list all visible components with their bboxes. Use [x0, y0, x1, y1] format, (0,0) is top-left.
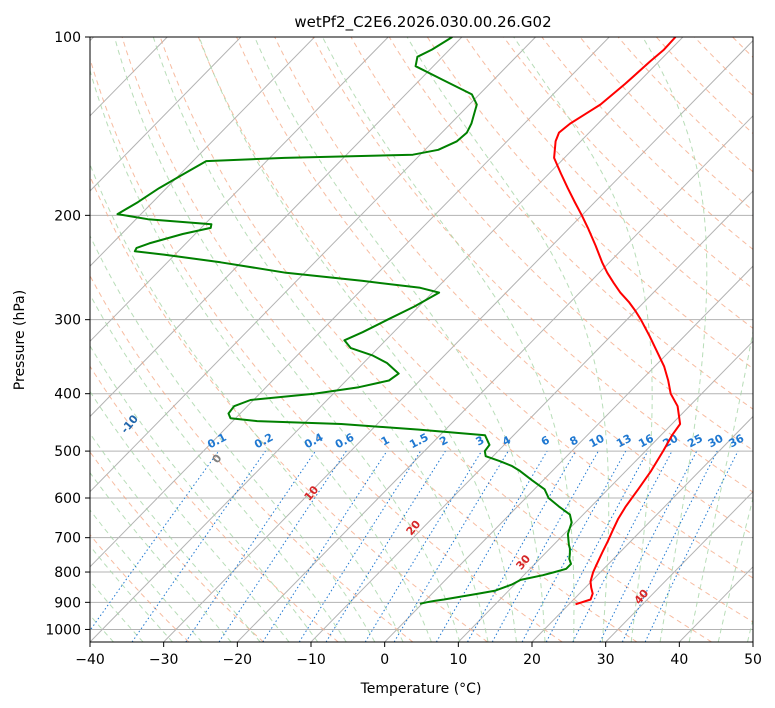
- isotherm-line: [90, 37, 242, 192]
- y-tick-label: 700: [54, 531, 81, 547]
- dewpoint-profile-line: [116, 37, 573, 605]
- isotherms: [90, 37, 753, 642]
- x-tick-label: 40: [670, 652, 688, 668]
- mixing-ratio-line: [599, 450, 698, 642]
- mixing-ratio-line: [521, 450, 627, 642]
- dry-adiabat-line: [90, 365, 339, 642]
- moist-adiabat-line: [114, 37, 461, 642]
- dry-adiabat-line: [90, 57, 563, 642]
- y-tick-label: 900: [54, 595, 81, 611]
- mixing-ratio-line: [467, 450, 577, 642]
- mixing-ratio-label: 10: [587, 432, 607, 451]
- dry-adiabats: [90, 37, 753, 642]
- x-tick-label: 10: [449, 652, 467, 668]
- plot-area: 0.10.20.40.611.52346810131620253036-100-…: [90, 37, 753, 642]
- moist-adiabat-line: [90, 471, 232, 642]
- isotherm-line: [90, 37, 536, 493]
- isotherm-line: [457, 340, 753, 642]
- x-tick-label: 0: [380, 652, 389, 668]
- x-tick-label: −20: [223, 652, 253, 668]
- plot-frame: [89, 36, 754, 643]
- y-tick-label: 600: [54, 491, 81, 507]
- mixing-ratio-line: [218, 450, 347, 642]
- mixing-ratio-label: 16: [636, 432, 656, 451]
- moist-adiabat-line: [90, 509, 203, 642]
- isotherm-line: [531, 415, 753, 642]
- y-tick-label: 500: [54, 444, 81, 460]
- x-tick-label: −10: [296, 652, 326, 668]
- mixing-ratio-line: [545, 450, 649, 642]
- mixing-ratio-line: [90, 450, 220, 632]
- mixing-ratio-label: 13: [614, 432, 634, 451]
- moist-adiabat-line: [152, 37, 489, 642]
- mixing-ratio-line: [131, 450, 266, 642]
- moist-adiabat-line: [322, 37, 575, 642]
- mixing-ratio-label: 30: [706, 432, 726, 451]
- dry-adiabat-line: [426, 37, 753, 370]
- mixing-ratio-line: [298, 450, 422, 642]
- y-tick-label: 100: [54, 30, 81, 46]
- temperature-profile-line: [553, 37, 682, 606]
- x-tick-label: 30: [597, 652, 615, 668]
- isotherm-line: [236, 115, 753, 642]
- moist-adiabat-line: [90, 545, 173, 642]
- moist-adiabat-line: [642, 37, 708, 642]
- mixing-ratio-lines: [90, 450, 739, 642]
- x-tick-label: 20: [523, 652, 541, 668]
- moist-adiabat-line: [90, 234, 376, 642]
- mixing-ratio-line: [621, 450, 718, 642]
- mixing-ratio-line: [185, 450, 316, 642]
- isotherm-line: [90, 37, 315, 267]
- moist-adiabat-line: [90, 163, 404, 642]
- mixing-ratio-line: [262, 450, 388, 642]
- profiles: [116, 37, 682, 606]
- y-axis-label: Pressure (hPa): [12, 290, 28, 390]
- y-tick-label: 400: [54, 387, 81, 403]
- dry-adiabat-line: [90, 274, 414, 642]
- moist-adiabat-line: [513, 37, 653, 642]
- isotherm-line: [384, 265, 753, 642]
- moist-adiabat-line: [90, 580, 144, 642]
- moist-adiabat-line: [90, 390, 290, 642]
- y-tick-label: 1000: [45, 622, 81, 638]
- isotherm-line: [310, 190, 753, 642]
- isotherm-line: [605, 490, 753, 642]
- mixing-ratio-label: 36: [727, 432, 747, 451]
- isotherm-line: [163, 39, 753, 642]
- moist-adiabats: [90, 37, 753, 642]
- y-tick-label: 300: [54, 313, 81, 329]
- isotherm-line: [90, 37, 463, 418]
- mixing-ratio-line: [364, 450, 483, 642]
- y-tick-label: 200: [54, 208, 81, 224]
- axes: −40 −30 −20 −10 0 10 20 30 40 50 100 200 300 400 500 60…: [45, 30, 762, 668]
- isotherm-line: [90, 37, 610, 568]
- dry-adiabat-line: [274, 37, 753, 536]
- moist-adiabat-line: [90, 432, 261, 642]
- moist-adiabat-line: [90, 344, 319, 642]
- moist-adiabat-line: [406, 37, 610, 642]
- dry-adiabat-line: [312, 37, 753, 493]
- isotherm-line: [90, 37, 389, 343]
- dry-adiabat-line: [121, 37, 638, 642]
- moist-adiabat-line: [254, 37, 546, 642]
- x-tick-label: 50: [744, 652, 762, 668]
- chart-title: wetPf2_C2E6.2026.030.00.26.G02: [294, 13, 551, 32]
- mixing-ratio-label: 25: [685, 432, 705, 451]
- x-tick-label: −30: [149, 652, 179, 668]
- moist-adiabat-line: [90, 68, 432, 642]
- x-axis-label: Temperature (°C): [360, 681, 482, 697]
- isotherm-line: [90, 37, 684, 642]
- mixing-ratio-line: [491, 450, 599, 642]
- y-tick-label: 800: [54, 565, 81, 581]
- x-tick-label: −40: [75, 652, 105, 668]
